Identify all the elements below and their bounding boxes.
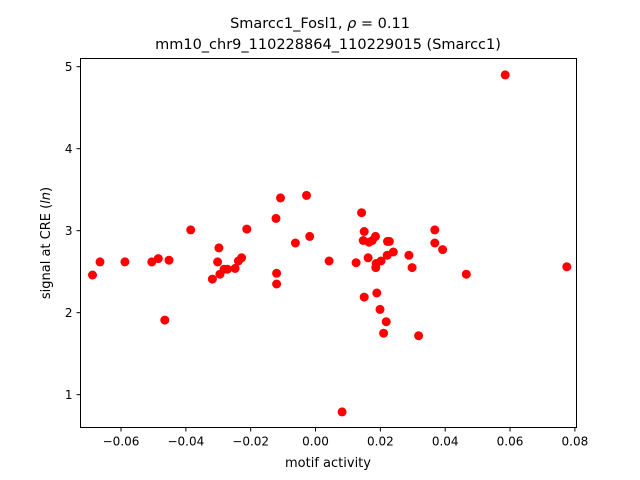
data-point [160, 315, 170, 325]
data-point [95, 257, 105, 267]
x-axis-ticks: −0.06 −0.04 −0.02 0.00 0.02 0.04 0.06 0.08 [103, 427, 589, 449]
data-point [384, 236, 394, 246]
data-point [404, 250, 414, 260]
data-point [359, 292, 369, 302]
data-point [376, 256, 386, 266]
data-point [120, 257, 130, 267]
data-point [430, 238, 440, 248]
data-point [272, 268, 282, 278]
plot-frame [80, 58, 577, 428]
x-axis-label: motif activity [285, 456, 371, 471]
x-tick-label: 0.06 [497, 435, 524, 449]
data-point [213, 257, 223, 267]
y-axis-label-prefix: signal at CRE ( [39, 204, 54, 299]
data-point [305, 231, 315, 241]
data-point [371, 231, 380, 241]
x-tick-label: 0.08 [562, 435, 589, 449]
chart-title-rho-symbol: ρ [347, 16, 357, 32]
chart-title-name: Smarcc1_Fosl1, [230, 16, 347, 32]
data-point [207, 274, 217, 284]
data-point [222, 264, 232, 274]
data-point [324, 256, 334, 266]
y-tick-label: 4 [65, 142, 73, 156]
x-tick-label: −0.04 [167, 435, 204, 449]
data-point [357, 208, 367, 218]
y-axis-label-suffix: ) [39, 187, 54, 192]
chart-title-line1: Smarcc1_Fosl1, ρ = 0.11 [230, 16, 410, 32]
x-tick-label: 0.04 [432, 435, 459, 449]
chart-title-line2: mm10_chr9_110228864_110229015 (Smarcc1) [155, 37, 501, 53]
data-point [290, 238, 300, 248]
y-axis-label: signal at CRE (ln) [39, 187, 54, 299]
data-point [242, 224, 252, 234]
x-tick-label: −0.02 [232, 435, 269, 449]
data-point [88, 270, 97, 280]
data-point [186, 225, 196, 235]
y-tick-label: 2 [65, 306, 73, 320]
chart-title-rho-value: = 0.11 [356, 16, 410, 32]
data-point [372, 288, 382, 298]
data-point [153, 254, 163, 264]
x-tick-label: 0.00 [302, 435, 329, 449]
data-point [381, 317, 391, 327]
x-tick-label: 0.02 [367, 435, 394, 449]
data-point [500, 70, 510, 80]
y-axis-label-italic: ln [39, 192, 54, 204]
data-point [351, 258, 361, 268]
data-point [237, 253, 247, 263]
data-point [271, 213, 281, 223]
data-points [88, 70, 572, 417]
data-point [276, 193, 285, 203]
x-tick-label: −0.06 [103, 435, 140, 449]
data-point [363, 253, 373, 263]
y-tick-label: 3 [65, 224, 73, 238]
data-point [414, 331, 424, 341]
data-point [272, 279, 282, 289]
data-point [388, 247, 398, 257]
y-tick-label: 1 [65, 388, 73, 402]
data-point [302, 190, 311, 200]
data-point [337, 407, 347, 417]
data-point [379, 328, 389, 338]
data-point [461, 269, 471, 279]
y-axis-ticks: 1 2 3 4 5 [65, 60, 81, 402]
y-tick-label: 5 [65, 60, 73, 74]
data-point [375, 304, 385, 314]
data-point [214, 243, 224, 253]
data-point [407, 263, 417, 273]
data-point [438, 245, 448, 255]
data-point [230, 263, 240, 273]
data-point [430, 225, 440, 235]
data-point [359, 227, 369, 236]
data-point [562, 262, 572, 272]
data-point [164, 255, 174, 265]
